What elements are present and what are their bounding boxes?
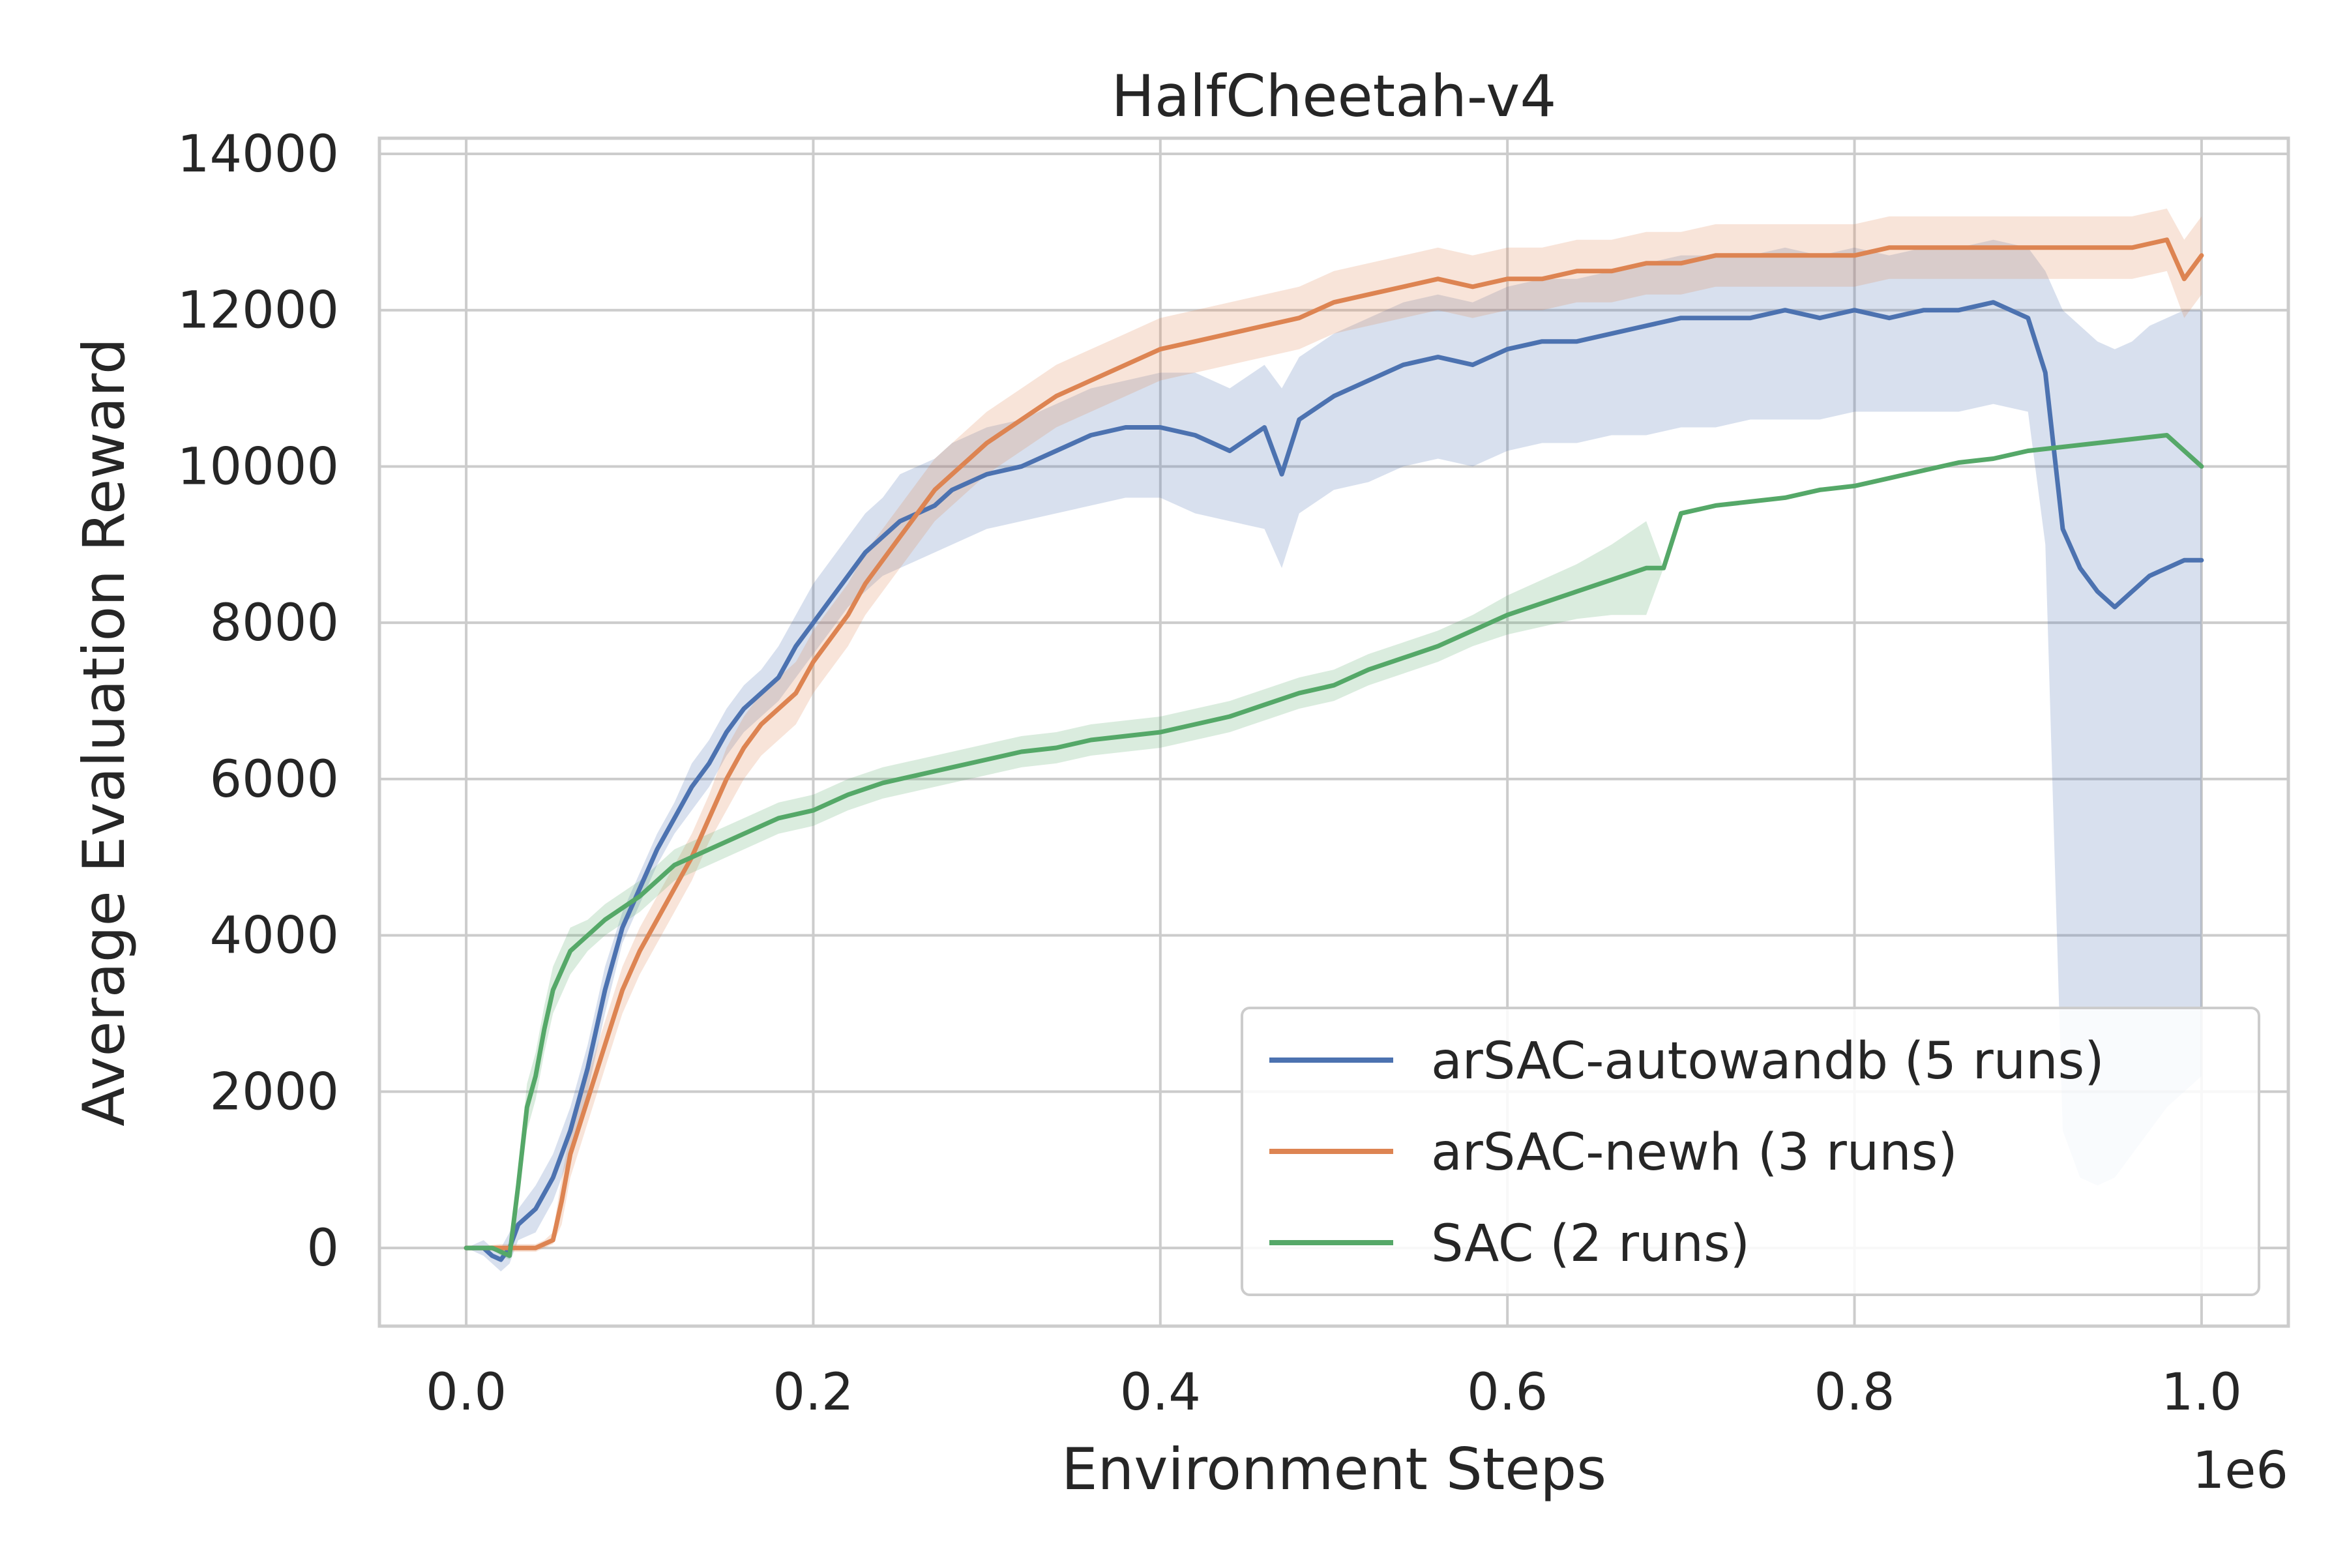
plot-frame (377, 136, 2290, 1328)
legend-label-3: SAC (2 runs) (1431, 1215, 1750, 1273)
y-tick-label: 0 (306, 1219, 339, 1278)
series-line-2 (464, 237, 2204, 1250)
x-tick-label: 0.4 (1120, 1363, 1201, 1422)
legend-label-1: arSAC-autowandb (5 runs) (1431, 1032, 2104, 1091)
y-tick-label: 12000 (177, 282, 339, 340)
y-tick-label: 10000 (177, 437, 339, 496)
confidence-band-1 (466, 239, 2202, 1272)
legend-items: arSAC-autowandb (5 runs) arSAC-newh (3 ru… (1269, 1032, 2104, 1273)
series-line-1 (464, 300, 2204, 1262)
x-tick-label: 0.6 (1467, 1363, 1548, 1422)
x-tick-label: 1.0 (2161, 1363, 2242, 1422)
series-lines (464, 237, 2204, 1262)
y-tick-label: 4000 (209, 907, 339, 966)
x-axis-offset-label: 1e6 (2192, 1442, 2288, 1500)
chart-title: HalfCheetah-v4 (1112, 63, 1557, 130)
series-line-3 (464, 433, 2204, 1258)
y-tick-label: 6000 (209, 750, 339, 809)
x-tick-label: 0.2 (773, 1363, 853, 1422)
x-tick-label: 0.0 (426, 1363, 507, 1422)
x-tick-labels: 0.0 0.2 0.4 0.6 0.8 1.0 (426, 1363, 2242, 1422)
legend: arSAC-autowandb (5 runs) arSAC-newh (3 ru… (1241, 1007, 2260, 1296)
legend-label-2: arSAC-newh (3 runs) (1431, 1123, 1958, 1182)
y-tick-label: 14000 (177, 125, 339, 184)
legend-box (1241, 1007, 2260, 1296)
x-tick-label: 0.8 (1814, 1363, 1895, 1422)
y-tick-label: 2000 (209, 1063, 339, 1121)
confidence-bands (466, 208, 2202, 1272)
y-tick-label: 8000 (209, 594, 339, 653)
x-axis-title: Environment Steps (1061, 1436, 1606, 1503)
y-axis-title: Average Evaluation Reward (70, 338, 138, 1126)
y-tick-labels: 0 2000 4000 6000 8000 10000 12000 14000 (177, 125, 339, 1278)
